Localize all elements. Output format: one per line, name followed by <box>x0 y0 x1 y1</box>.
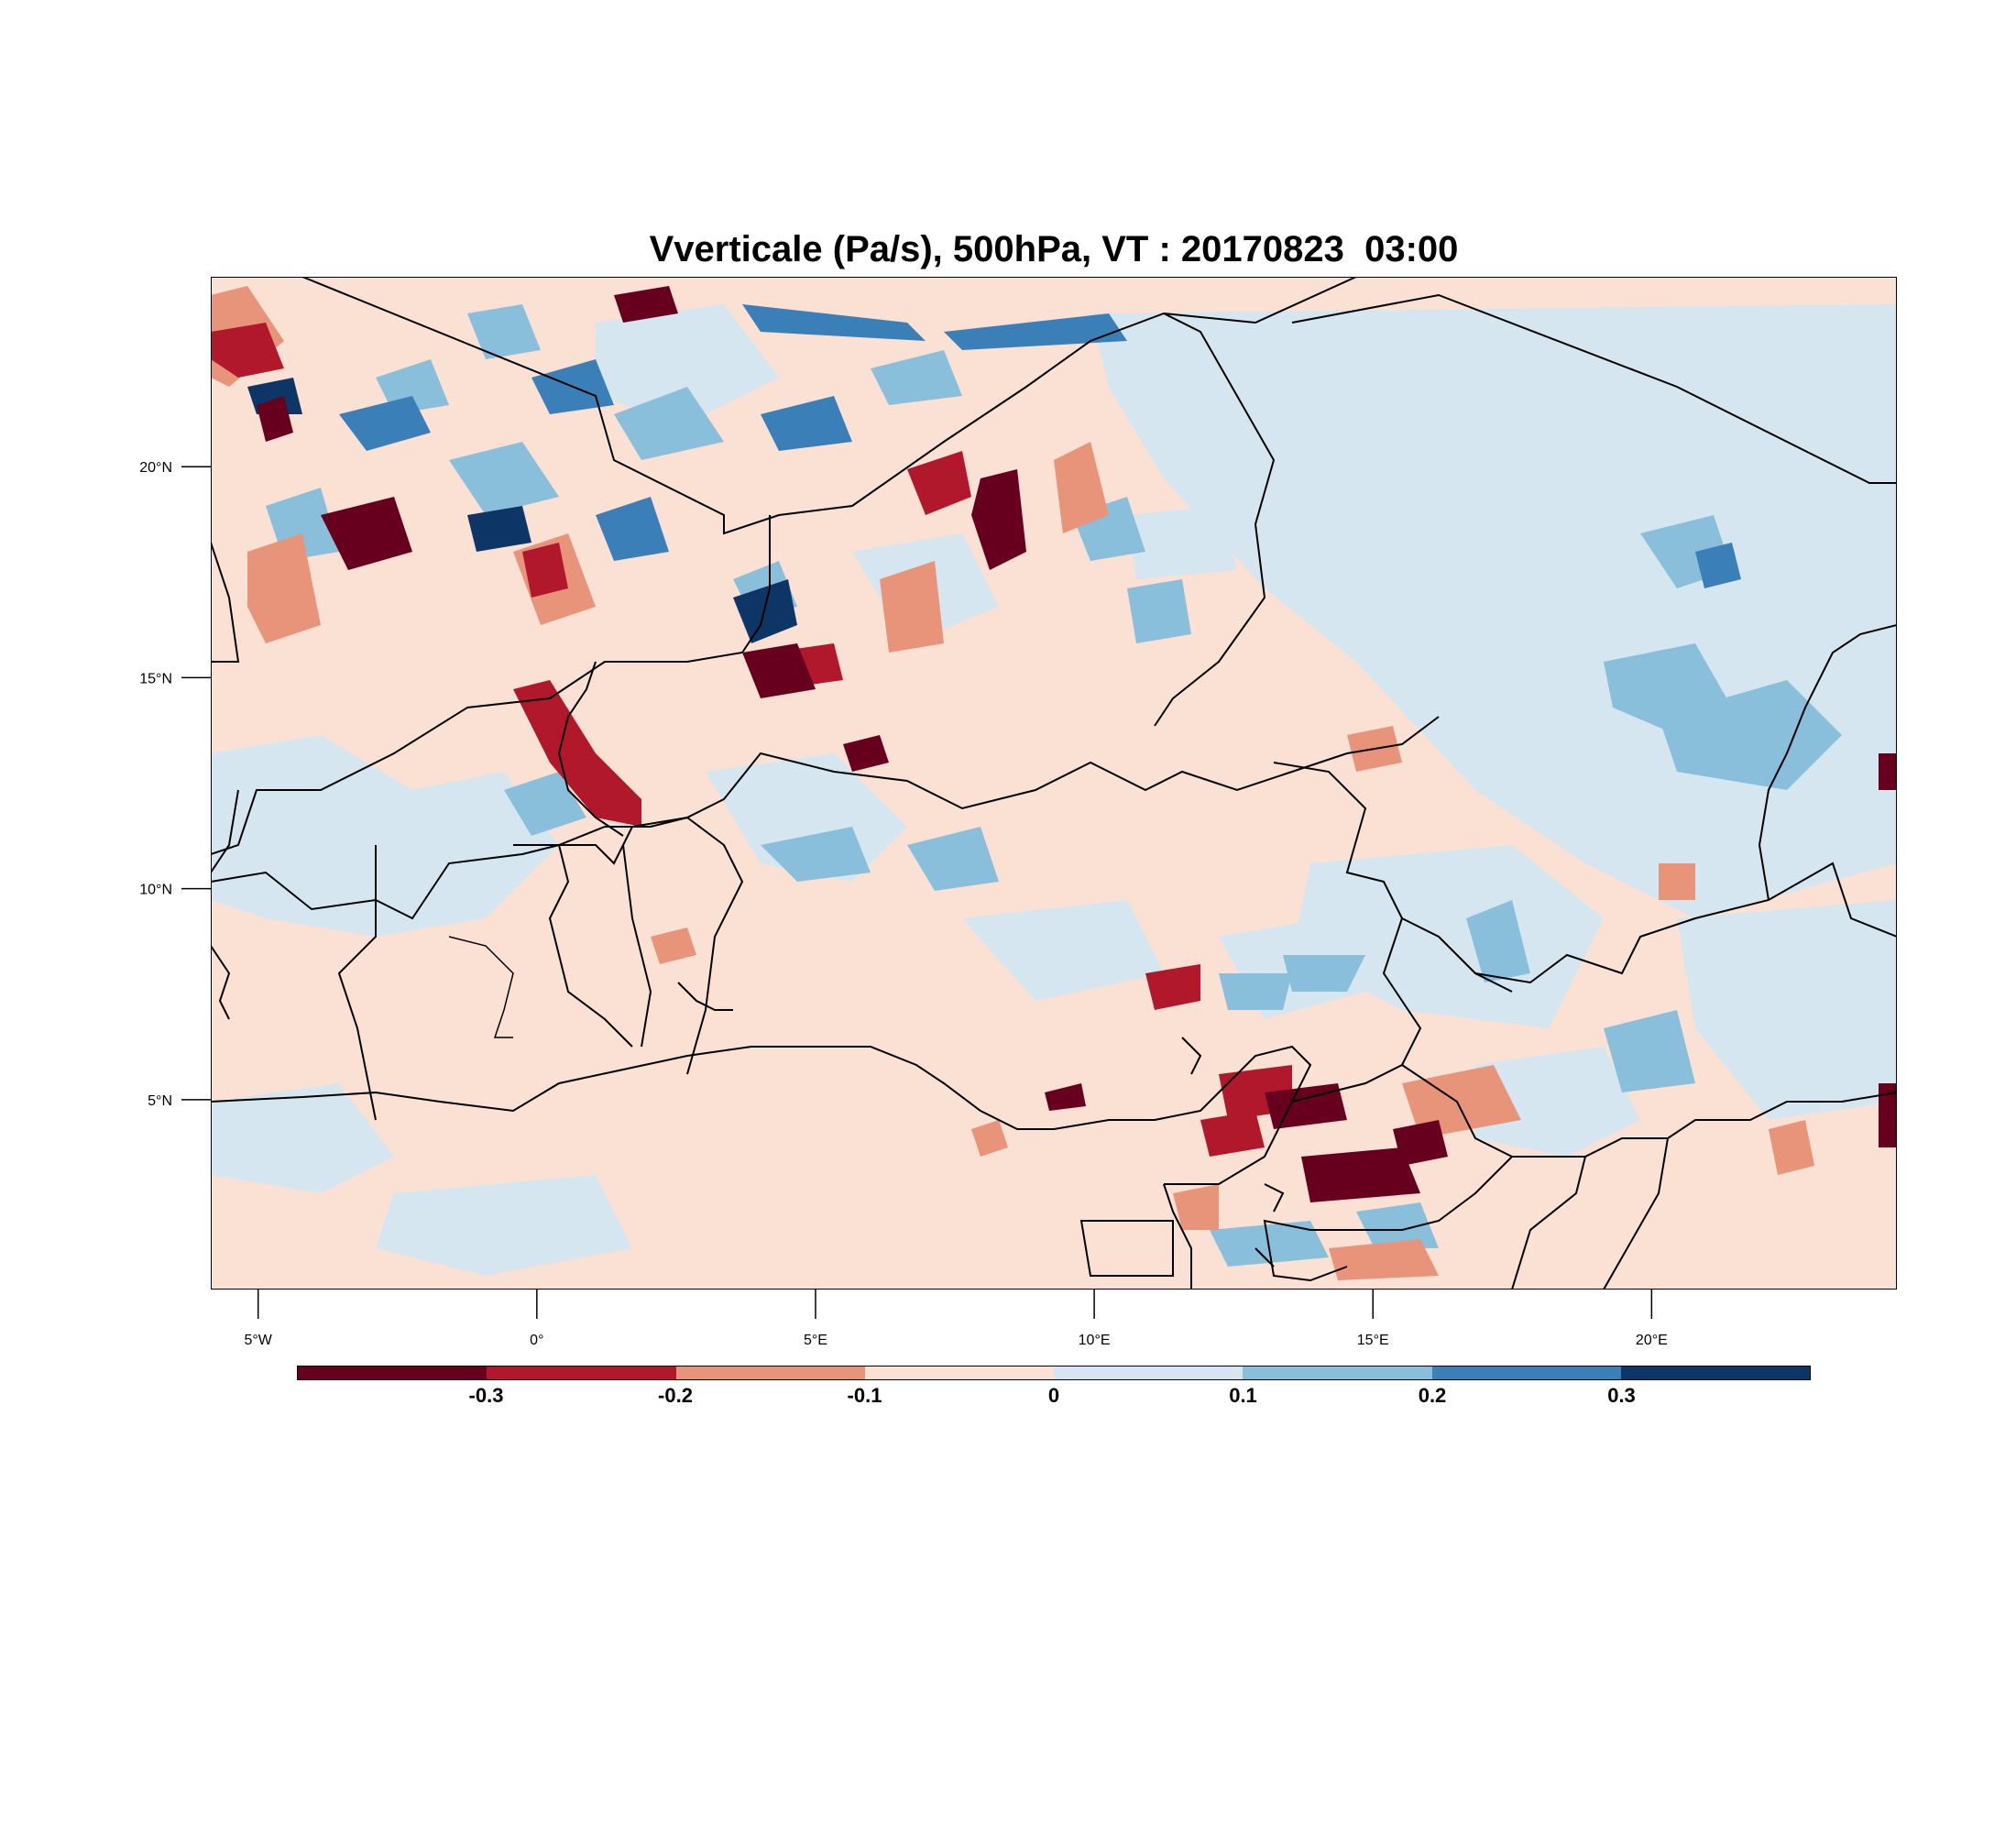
lat-tick-label: 5°N <box>148 1093 172 1109</box>
lon-tick-label: 15°E <box>1357 1333 1389 1348</box>
colorbar-swatch <box>487 1367 676 1379</box>
colorbar-label: -0.1 <box>847 1384 882 1407</box>
lat-tick-label: 20°N <box>139 460 172 476</box>
lon-ticks: 5°W 0° 5°E 10°E 15°E 20°E <box>244 1290 1668 1348</box>
colorbar-label: -0.2 <box>658 1384 693 1407</box>
lon-tick-label: 10°E <box>1079 1333 1111 1348</box>
colorbar-swatch <box>298 1367 488 1379</box>
lat-tick-label: 10°N <box>139 883 172 898</box>
lon-tick-label: 5°W <box>244 1333 272 1348</box>
colorbar-swatch <box>675 1367 865 1379</box>
colorbar-label: 0.3 <box>1607 1384 1636 1407</box>
field-neg-strong <box>257 286 1897 1202</box>
colorbar-swatch <box>1243 1367 1432 1379</box>
map-title: Vverticale (Pa/s), 500hPa, VT : 20170823… <box>649 229 1459 269</box>
colorbar-swatch <box>864 1367 1054 1379</box>
colorbar-swatch <box>1431 1367 1621 1379</box>
field-pos-mid <box>339 304 1741 588</box>
lat-tick-label: 15°N <box>139 671 172 686</box>
vertical-velocity-map <box>211 277 1897 1290</box>
lat-ticks: 5°N 10°N 15°N 20°N <box>139 460 211 1109</box>
colorbar-swatch <box>1054 1367 1244 1379</box>
colorbar-label: 0 <box>1047 1384 1060 1407</box>
colorbar-label: 0.2 <box>1418 1384 1447 1407</box>
colorbar-label: 0.1 <box>1229 1384 1257 1407</box>
coastline <box>211 945 1312 1268</box>
lon-tick-label: 20°E <box>1636 1333 1668 1348</box>
lon-tick-label: 0° <box>530 1333 543 1348</box>
colorbar <box>297 1366 1811 1380</box>
lake-volta <box>448 936 514 1038</box>
country-borders <box>211 277 1897 1290</box>
lon-tick-label: 5°E <box>804 1333 827 1348</box>
colorbar-swatch <box>1620 1367 1810 1379</box>
colorbar-label: -0.3 <box>468 1384 504 1407</box>
